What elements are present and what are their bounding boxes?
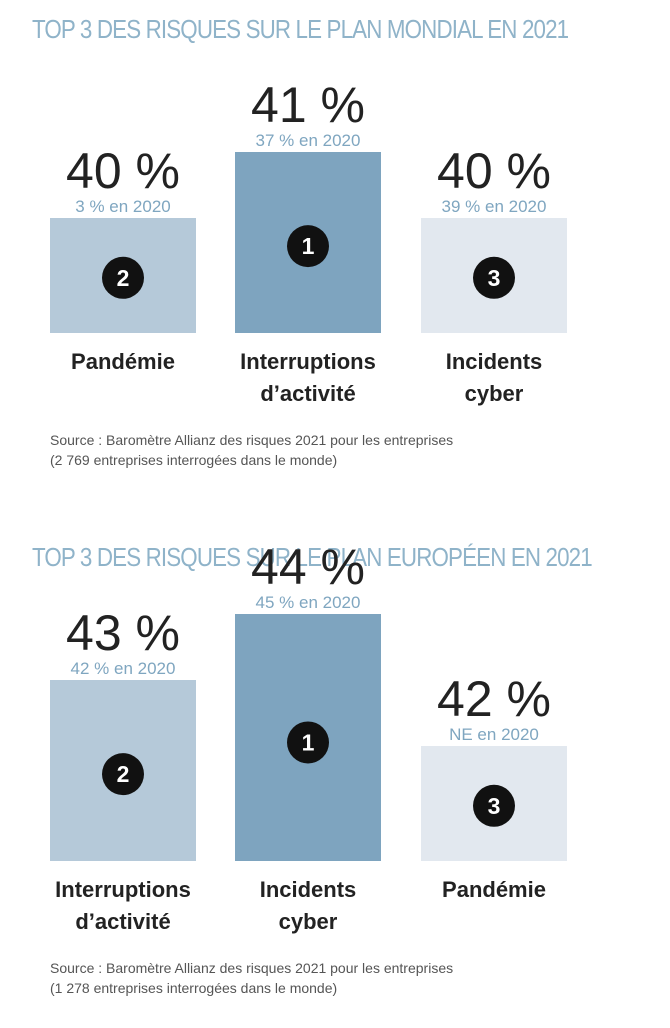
- source-note: Source : Baromètre Allianz des risques 2…: [50, 430, 453, 470]
- rank-number: 1: [302, 729, 315, 755]
- category-label: Incidents: [446, 349, 543, 374]
- previous-year-label: 45 % en 2020: [256, 593, 361, 612]
- rank-number: 2: [117, 265, 130, 291]
- chart-title: TOP 3 DES RISQUES SUR LE PLAN MONDIAL EN…: [32, 14, 569, 44]
- previous-year-label: 3 % en 2020: [75, 197, 170, 216]
- value-label: 40 %: [437, 143, 551, 199]
- global-risks-chart: TOP 3 DES RISQUES SUR LE PLAN MONDIAL EN…: [0, 0, 670, 500]
- rank-badge: [287, 225, 329, 268]
- previous-year-label: 42 % en 2020: [71, 659, 176, 678]
- previous-year-label: NE en 2020: [449, 725, 539, 744]
- source-line: (1 278 entreprises interrogées dans le m…: [50, 980, 338, 996]
- rank-number: 1: [302, 233, 315, 259]
- category-label: cyber: [279, 909, 338, 934]
- value-label: 40 %: [66, 143, 180, 199]
- rank-badge: [102, 256, 144, 299]
- category-label: Incidents: [260, 877, 357, 902]
- category-label: d’activité: [260, 381, 355, 406]
- source-note: Source : Baromètre Allianz des risques 2…: [50, 958, 453, 998]
- europe-risks-chart: TOP 3 DES RISQUES SUR LE PLAN EUROPÉEN E…: [0, 528, 670, 1028]
- category-label: d’activité: [75, 909, 170, 934]
- rank-badge: [473, 256, 515, 299]
- value-label: 43 %: [66, 605, 180, 661]
- value-label: 42 %: [437, 671, 551, 727]
- rank-badge: [102, 753, 144, 796]
- category-label: Interruptions: [55, 877, 191, 902]
- category-label: Pandémie: [71, 349, 175, 374]
- value-label: 44 %: [251, 539, 365, 595]
- rank-badge: [473, 784, 515, 827]
- previous-year-label: 39 % en 2020: [442, 197, 547, 216]
- rank-number: 2: [117, 761, 130, 787]
- category-label: cyber: [465, 381, 524, 406]
- category-label: Interruptions: [240, 349, 376, 374]
- rank-number: 3: [488, 793, 501, 819]
- source-line: Source : Baromètre Allianz des risques 2…: [50, 960, 454, 976]
- source-line: (2 769 entreprises interrogées dans le m…: [50, 452, 338, 468]
- value-label: 41 %: [251, 77, 365, 133]
- category-label: Pandémie: [442, 877, 546, 902]
- previous-year-label: 37 % en 2020: [256, 131, 361, 150]
- source-line: Source : Baromètre Allianz des risques 2…: [50, 432, 454, 448]
- rank-number: 3: [488, 265, 501, 291]
- chart-title: TOP 3 DES RISQUES SUR LE PLAN EUROPÉEN E…: [32, 542, 593, 572]
- rank-badge: [287, 721, 329, 764]
